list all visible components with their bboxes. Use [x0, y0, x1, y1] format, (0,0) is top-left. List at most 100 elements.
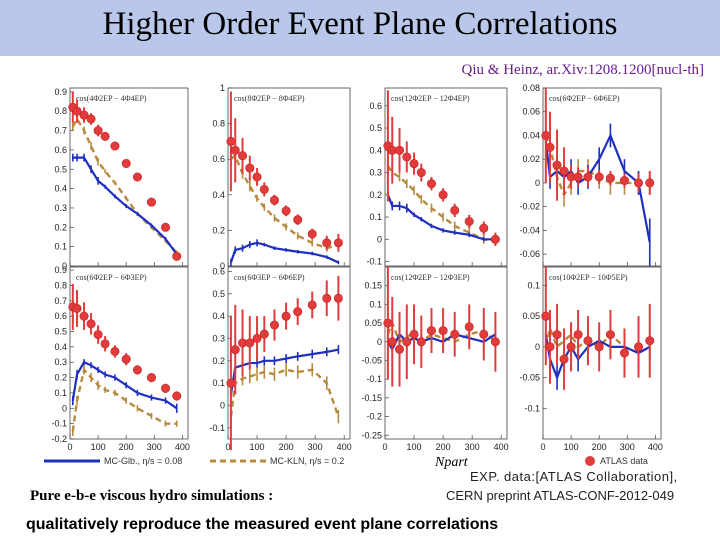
atlas-point [72, 303, 82, 313]
y-tick-label: 0.2 [54, 373, 67, 383]
y-tick-label: 0.2 [369, 190, 382, 200]
panel-label: cos(6Φ2EP − 6Φ6EP) [549, 94, 620, 103]
atlas-point [490, 337, 500, 347]
atlas-point [269, 320, 279, 330]
y-tick-label: -0.05 [361, 355, 382, 365]
atlas-point [426, 326, 436, 336]
x-tick-label: 400 [648, 442, 663, 452]
y-tick-label: 0.5 [54, 327, 67, 337]
y-tick-label: 1 [220, 83, 225, 93]
x-axis-label: Npart [434, 455, 469, 470]
panel-frame [542, 266, 662, 440]
atlas-point [86, 319, 96, 329]
legend-atlas-swatch [585, 456, 595, 466]
atlas-point [238, 151, 248, 161]
slide-title: Higher Order Event Plane Correlations [102, 6, 618, 42]
atlas-point [450, 205, 460, 215]
atlas-point [409, 329, 419, 339]
y-tick-label: -0.05 [519, 373, 540, 383]
y-tick-label: 0 [535, 178, 540, 188]
panel-frame [384, 87, 508, 267]
y-tick-label: -0.2 [51, 434, 67, 444]
panel-frame [227, 87, 351, 267]
atlas-point [245, 338, 255, 348]
y-tick-label: 0.3 [212, 333, 225, 343]
atlas-point [259, 329, 269, 339]
x-tick-label: 0 [382, 442, 387, 452]
panel-frame [69, 266, 189, 440]
x-tick-label: 200 [436, 442, 451, 452]
y-tick-label: 0.08 [522, 83, 540, 93]
panel-label: cos(8Φ2EP − 8Φ4EP) [234, 94, 305, 103]
y-tick-label: 0.9 [54, 87, 67, 97]
panel-7: -0.25 -0.2 -0.15 -0.1 -0.05 0 0.05 0.1 0.15 0 100 2… [361, 266, 509, 452]
atlas-point [619, 176, 629, 186]
legend: MC-Glb., η/s = 0.08 MC-KLN, η/s = 0.2 ATLA… [44, 456, 648, 466]
y-tick-label: -0.04 [519, 225, 540, 235]
atlas-point [545, 342, 555, 352]
atlas-point [259, 184, 269, 194]
atlas-point [333, 293, 343, 303]
atlas-point [402, 152, 412, 162]
y-tick-label: 0 [62, 261, 67, 271]
atlas-point [387, 337, 397, 347]
atlas-point [464, 322, 474, 332]
atlas-point [281, 206, 291, 216]
y-tick-label: 0.6 [54, 145, 67, 155]
atlas-point [307, 229, 317, 239]
atlas-point [110, 346, 120, 356]
y-tick-label: 0.1 [527, 280, 540, 290]
atlas-point [645, 178, 655, 188]
atlas-point [409, 159, 419, 169]
kln-line [71, 116, 178, 254]
atlas-point [634, 178, 644, 188]
atlas-point [79, 311, 89, 321]
atlas-point [559, 354, 569, 364]
y-tick-label: 0.7 [54, 296, 67, 306]
atlas-point [121, 158, 131, 168]
y-tick-label: 0.05 [522, 311, 540, 321]
atlas-point [479, 329, 489, 339]
x-tick-label: 0 [540, 442, 545, 452]
atlas-point [426, 179, 436, 189]
atlas-point [545, 142, 555, 152]
y-tick-label: 0.2 [212, 356, 225, 366]
atlas-point [230, 145, 240, 155]
x-tick-label: 0 [225, 442, 230, 452]
atlas-point [72, 106, 82, 116]
glb-line [544, 132, 651, 243]
atlas-point [172, 251, 182, 261]
atlas-point [226, 136, 236, 146]
y-tick-label: 0.2 [54, 222, 67, 232]
y-tick-label: 0.1 [54, 242, 67, 252]
atlas-point [395, 145, 405, 155]
glb-line [229, 241, 339, 264]
atlas-point [383, 318, 393, 328]
y-tick-label: 0.6 [212, 154, 225, 164]
x-tick-label: 200 [279, 442, 294, 452]
atlas-point [552, 160, 562, 170]
panel-4: -0.06 -0.04 -0.02 0 0.02 0.04 0.06 0.08 cos(6Φ2E… [519, 83, 662, 267]
x-tick-label: 400 [175, 442, 190, 452]
atlas-point [252, 333, 262, 343]
x-tick-label: 200 [119, 442, 134, 452]
atlas-point [252, 172, 262, 182]
atlas-point [605, 173, 615, 183]
atlas-point [490, 234, 500, 244]
panel-frame [227, 266, 351, 440]
atlas-point [86, 114, 96, 124]
x-tick-label: 100 [407, 442, 422, 452]
atlas-point [583, 336, 593, 346]
y-tick-label: -0.1 [366, 374, 382, 384]
y-tick-label: 0.6 [369, 101, 382, 111]
y-tick-label: 0 [220, 400, 225, 410]
atlas-point [645, 336, 655, 346]
panel-label: cos(6Φ3EP − 6Φ6EP) [234, 273, 305, 282]
y-tick-label: -0.1 [51, 419, 67, 429]
simulation-label: Pure e-b-e viscous hydro simulations : [30, 488, 274, 504]
y-tick-label: 0.8 [212, 119, 225, 129]
glb-line [72, 156, 178, 256]
exp-data-line1: EXP. data:[ATLAS Collaboration], [470, 469, 678, 484]
y-tick-label: 0.1 [54, 388, 67, 398]
y-tick-label: 0 [62, 403, 67, 413]
